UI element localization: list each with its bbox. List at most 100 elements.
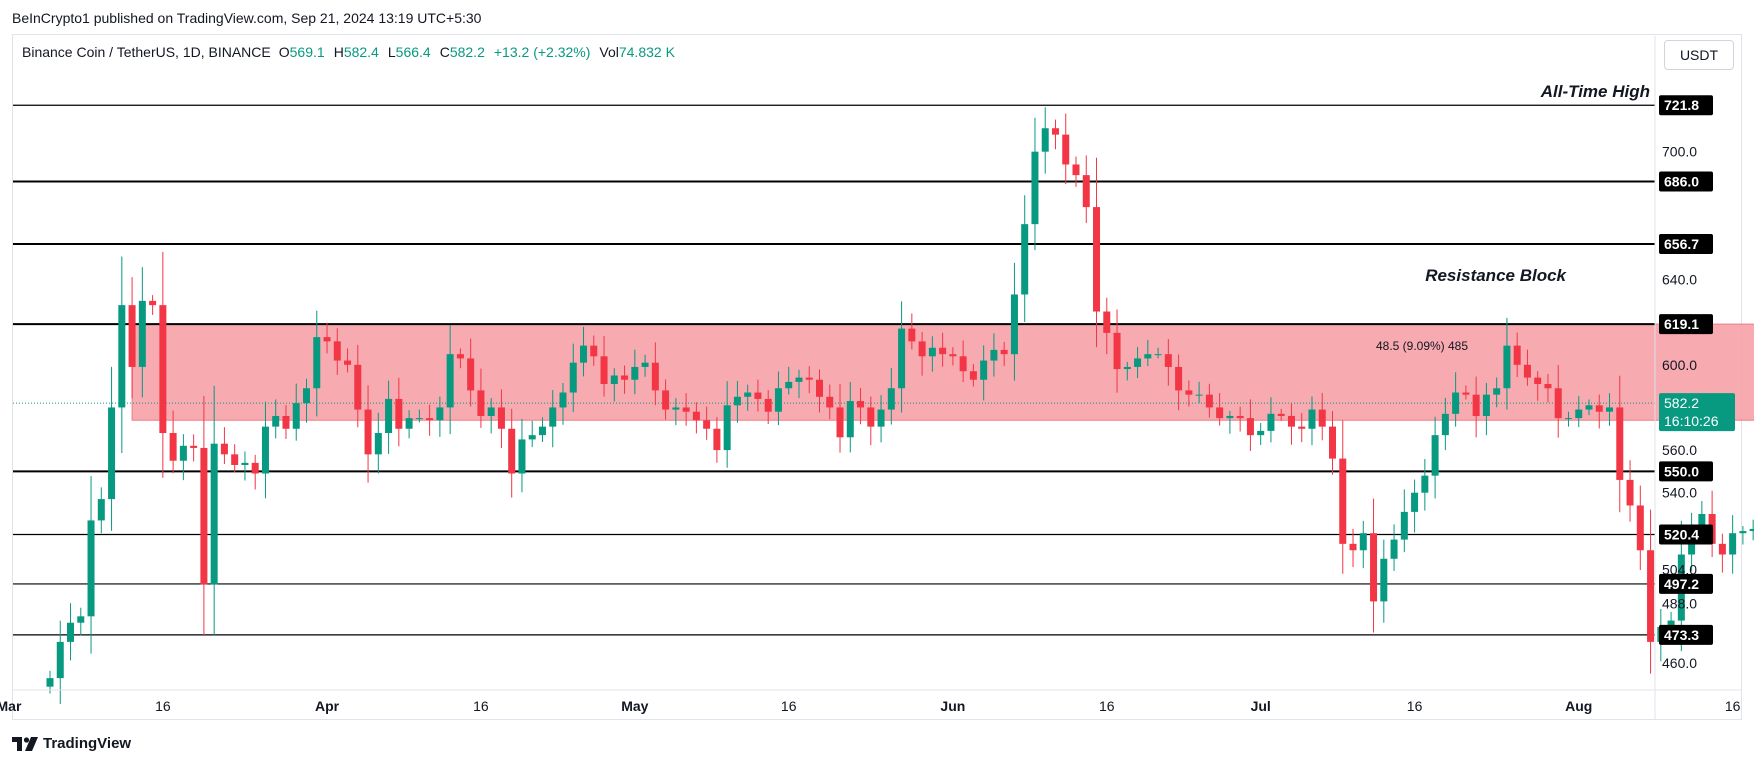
candle-body — [651, 362, 659, 391]
x-tick-label: 16 — [155, 698, 171, 714]
candle-body — [1493, 388, 1501, 395]
candle-body — [1277, 413, 1285, 416]
candle-body — [169, 433, 177, 461]
candle-body — [1257, 430, 1265, 436]
tradingview-logo-icon — [12, 736, 38, 751]
x-tick-label: Mar — [0, 698, 22, 714]
candle-body — [754, 392, 762, 399]
candle-body — [1175, 366, 1183, 391]
candle-body — [1370, 533, 1378, 602]
level-tag — [1659, 524, 1713, 545]
candle-body — [1308, 409, 1316, 429]
candle-body — [220, 443, 228, 455]
candle-body — [1349, 543, 1357, 551]
symbol-title[interactable]: Binance Coin / TetherUS, 1D, BINANCE — [22, 44, 271, 60]
candle-body — [1072, 164, 1080, 176]
candle-body — [733, 396, 741, 406]
high-label: H — [333, 44, 344, 60]
close-label: C — [439, 44, 450, 60]
candle-body — [538, 426, 546, 436]
level-tag — [1659, 314, 1713, 335]
candle-body — [744, 392, 752, 397]
candle-body — [374, 433, 382, 455]
candle-body — [1503, 345, 1511, 389]
candle-body — [590, 345, 598, 357]
candle-body — [692, 411, 700, 421]
candle-body — [939, 347, 947, 355]
open-label: O — [278, 44, 290, 60]
candle-body — [1195, 394, 1203, 396]
candle-body — [641, 362, 649, 367]
candle-body — [1667, 620, 1675, 627]
resistance-annotation: Resistance Block — [1425, 266, 1567, 285]
x-tick-label: 16 — [781, 698, 797, 714]
x-tick-label: Aug — [1565, 698, 1592, 714]
candle-body — [1031, 151, 1039, 225]
x-tick-label: Apr — [315, 698, 340, 714]
candle-body — [323, 337, 331, 342]
candle-body — [1000, 349, 1008, 355]
candle-body — [292, 403, 300, 429]
currency-button[interactable]: USDT — [1664, 40, 1734, 70]
candle-body — [1298, 426, 1306, 429]
x-tick-label: 16 — [1725, 698, 1741, 714]
candle-body — [1729, 533, 1737, 555]
measure-annotation: 48.5 (9.09%) 485 — [1376, 339, 1468, 353]
candle-body — [1452, 392, 1460, 414]
level-tag — [1659, 624, 1713, 645]
candle-body — [1216, 407, 1224, 419]
candle-body — [600, 356, 608, 384]
last-price-tag — [1659, 393, 1735, 432]
y-tick-label: 560.0 — [1662, 442, 1697, 458]
candle-body — [908, 328, 916, 342]
candle-body — [56, 641, 64, 679]
candle-body — [1318, 409, 1326, 427]
candle-body — [877, 409, 885, 427]
candle-body — [846, 401, 854, 438]
candle-body — [395, 398, 403, 429]
level-tag — [1659, 171, 1713, 192]
candle-body — [1482, 394, 1490, 416]
candle-body — [446, 354, 454, 408]
candle-body — [354, 364, 362, 410]
candle-body — [1647, 550, 1655, 642]
candle-body — [621, 375, 629, 380]
candle-body — [795, 377, 803, 382]
candle-body — [1523, 364, 1531, 378]
candle-body — [385, 398, 393, 434]
candle-body — [456, 354, 464, 359]
candle-body — [149, 300, 157, 306]
candle-body — [159, 305, 167, 434]
candle-body — [1144, 354, 1152, 359]
candle-body — [1093, 207, 1101, 312]
candle-body — [364, 409, 372, 455]
last-price-label: 582.2 — [1664, 395, 1699, 411]
candle-body — [1462, 392, 1470, 395]
level-tag — [1659, 573, 1713, 594]
candle-body — [67, 622, 75, 642]
x-tick-label: 16 — [1407, 698, 1423, 714]
level-tag — [1659, 233, 1713, 254]
candle-body — [969, 371, 977, 380]
candle-body — [179, 445, 187, 461]
candle-body — [662, 390, 670, 410]
candle-body — [1431, 435, 1439, 476]
candle-body — [241, 462, 249, 465]
candle-body — [1062, 134, 1070, 165]
level-tag-label: 550.0 — [1664, 463, 1699, 479]
candle-body — [672, 407, 680, 410]
candle-body — [1616, 407, 1624, 480]
candle-body — [200, 447, 208, 585]
candle-body — [487, 407, 495, 416]
candle-body — [1513, 345, 1521, 365]
candle-body — [1103, 311, 1111, 333]
candle-body — [415, 418, 423, 420]
candles — [46, 107, 1754, 704]
level-tag-label: 619.1 — [1664, 316, 1699, 332]
candle-body — [261, 426, 269, 474]
volume-value: 74.832 K — [618, 44, 675, 60]
x-tick-label: 16 — [473, 698, 489, 714]
volume-label: Vol — [599, 44, 619, 60]
level-tag-label: 497.2 — [1664, 576, 1699, 592]
